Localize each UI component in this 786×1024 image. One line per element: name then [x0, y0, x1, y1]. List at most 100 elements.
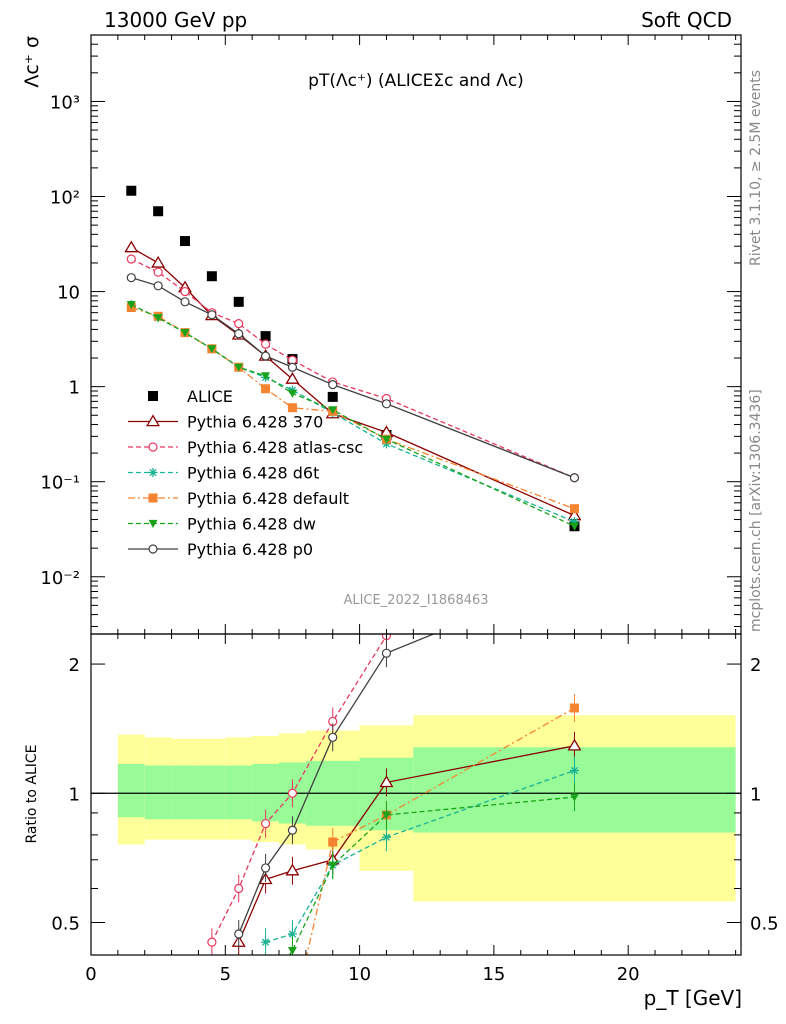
x-tick-label: 0	[85, 964, 96, 985]
data-point	[261, 372, 271, 381]
ratio-point	[381, 648, 392, 658]
data-point	[126, 185, 137, 196]
data-point	[153, 281, 163, 291]
data-point	[381, 399, 392, 409]
ratio-y-tick-label: 0.5	[750, 913, 779, 934]
ratio-line	[306, 707, 575, 955]
y-tick-label: 10²	[50, 188, 80, 209]
series-line	[131, 277, 575, 479]
ratio-band-inner	[225, 765, 253, 820]
data-point	[569, 504, 579, 514]
data-point	[287, 389, 297, 398]
ratio-point	[287, 929, 297, 939]
y-tick-label: 10⁻²	[40, 568, 80, 589]
ratio-band-inner	[144, 765, 172, 820]
ratio-point	[261, 937, 271, 947]
analysis-watermark: ALICE_2022_I1868463	[343, 593, 488, 608]
data-point	[153, 314, 163, 323]
data-point	[287, 362, 298, 372]
data-point	[126, 273, 136, 283]
data-point	[126, 300, 136, 310]
data-point	[260, 351, 271, 361]
ratio-point	[260, 863, 271, 873]
ratio-line	[238, 634, 436, 935]
data-point	[234, 363, 244, 372]
ratio-band-inner	[171, 765, 199, 820]
ratio-point	[328, 732, 338, 742]
legend-marker	[148, 544, 158, 554]
ratio-point	[234, 929, 244, 939]
ratio-band-inner	[117, 764, 145, 818]
ratio-point	[207, 937, 217, 947]
legend-marker	[148, 519, 158, 528]
header-right: Soft QCD	[641, 8, 732, 32]
data-point	[180, 236, 191, 247]
data-point	[126, 254, 136, 264]
data-point	[180, 329, 190, 338]
y-axis-label: Λc⁺ σ	[21, 36, 43, 88]
x-tick-label: 20	[617, 964, 640, 985]
data-point	[569, 473, 580, 483]
ratio-point	[288, 1013, 297, 1022]
x-axis-label: p_T [GeV]	[644, 986, 742, 1010]
ratio-point	[287, 947, 297, 955]
data-point	[260, 339, 271, 349]
series-line	[131, 258, 575, 479]
legend-marker	[148, 493, 158, 503]
ratio-point	[234, 883, 244, 894]
ratio-point	[567, 738, 582, 751]
ratio-point	[381, 811, 391, 820]
legend-label: Pythia 6.428 default	[187, 489, 349, 508]
ratio-point	[569, 703, 579, 713]
data-point	[261, 384, 271, 394]
data-point	[569, 522, 579, 531]
ratio-point	[570, 572, 578, 580]
series-line	[131, 303, 575, 523]
ratio-point	[260, 818, 271, 829]
data-point	[233, 296, 244, 307]
data-point	[153, 206, 164, 217]
data-point	[287, 403, 297, 413]
data-point	[285, 371, 300, 384]
legend-marker	[148, 391, 158, 401]
legend-label: Pythia 6.428 dw	[187, 515, 316, 534]
legend-label: Pythia 6.428 d6t	[187, 464, 319, 483]
ratio-band-inner	[198, 765, 226, 820]
ratio-line	[238, 745, 575, 943]
data-point	[569, 517, 579, 527]
legend-marker	[148, 468, 158, 477]
legend-label: Pythia 6.428 370	[187, 413, 323, 432]
data-point	[260, 331, 271, 342]
data-point	[381, 439, 391, 449]
ratio-point	[569, 793, 579, 802]
data-point	[207, 345, 217, 354]
data-point	[180, 286, 190, 297]
data-point	[153, 267, 163, 277]
data-point	[381, 435, 391, 444]
data-point	[327, 391, 338, 402]
legend-marker	[146, 414, 160, 427]
ratio-axis-label: Ratio to ALICE	[24, 744, 40, 843]
series-line	[131, 303, 575, 527]
data-point	[206, 271, 217, 282]
x-tick-label: 5	[220, 964, 231, 985]
y-tick-label: 10⁻¹	[40, 473, 80, 494]
y-tick-label: 10³	[50, 92, 80, 113]
ratio-point	[328, 861, 338, 870]
ratio-point	[287, 825, 298, 835]
data-point	[234, 319, 244, 329]
y-tick-label: 10	[57, 283, 80, 304]
plot-title: pT(Λc⁺) (ALICEΣc and Λc)	[308, 71, 524, 91]
data-point	[124, 240, 139, 253]
ratio-y-tick-label: 2	[750, 655, 761, 676]
header-left: 13000 GeV pp	[104, 8, 248, 32]
ratio-point	[569, 765, 579, 775]
ratio-y-tick-label: 2	[69, 655, 80, 676]
ratio-y-tick-label: 1	[69, 784, 80, 805]
legend-label: Pythia 6.428 p0	[187, 540, 313, 559]
x-tick-label: 15	[482, 964, 505, 985]
data-point	[234, 329, 244, 339]
data-point	[328, 406, 338, 415]
ratio-point	[285, 863, 300, 876]
